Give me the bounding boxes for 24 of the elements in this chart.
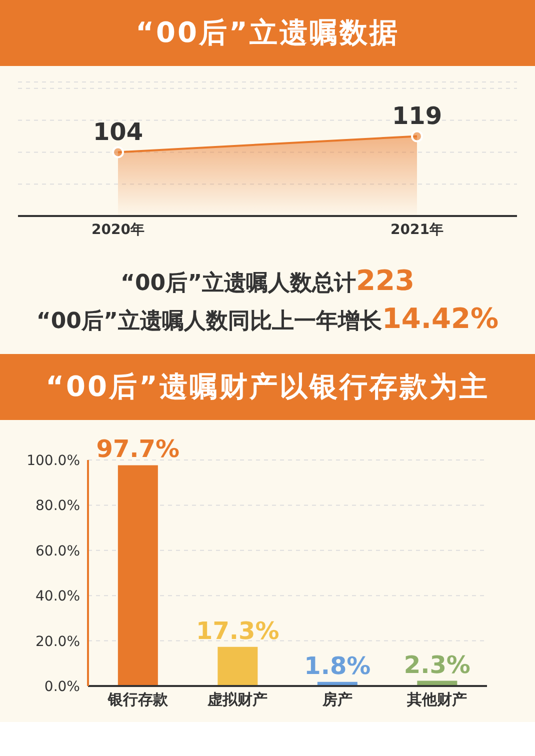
data-label: 104 <box>92 118 144 146</box>
text: “00后”立遗嘱人数总计223 <box>120 264 416 298</box>
y-tick-label: 20.0% <box>36 634 80 650</box>
data-label: 17.3% <box>196 616 280 645</box>
y-tick-label: 0.0% <box>44 678 80 695</box>
x-tick-label: 2021年 <box>390 222 444 238</box>
y-tick-label: 40.0% <box>36 588 80 605</box>
x-tick-label: 其他财产 <box>406 690 468 709</box>
y-tick-label: 60.0% <box>36 543 80 560</box>
chart-title: “00后”立遗嘱数据 <box>0 0 535 66</box>
y-tick-label: 100.0% <box>26 452 80 469</box>
bar <box>118 465 158 686</box>
bar <box>218 646 258 686</box>
data-label: 2.3% <box>404 650 470 679</box>
y-tick-label: 80.0% <box>36 498 80 514</box>
x-tick-label: 房产 <box>321 690 352 709</box>
data-label: 97.7% <box>96 435 180 464</box>
x-tick-label: 虚拟财产 <box>206 690 268 709</box>
data-label: 119 <box>392 102 442 130</box>
text: “00后”立遗嘱人数同比上一年增长14.42% <box>35 302 500 336</box>
data-label: 1.8% <box>304 652 371 680</box>
chart-title: “00后”遗嘱财产以银行存款为主 <box>0 354 535 420</box>
x-tick-label: 2020年 <box>92 222 144 238</box>
x-tick-label: 银行存款 <box>106 690 169 709</box>
